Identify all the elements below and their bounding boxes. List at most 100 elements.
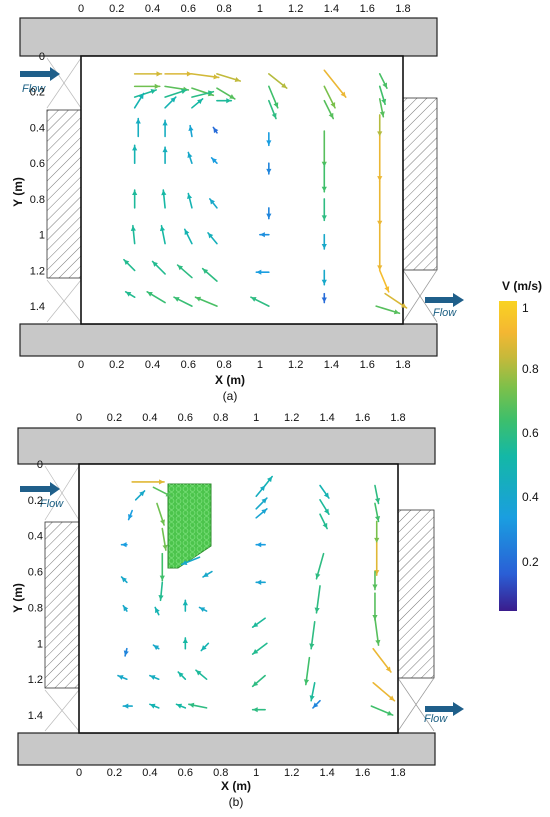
velocity-vector: [159, 552, 165, 582]
velocity-vector: [319, 484, 330, 499]
velocity-vector: [132, 144, 138, 164]
velocity-vector: [216, 87, 236, 100]
velocity-vector: [375, 305, 401, 315]
velocity-vector: [378, 269, 390, 293]
velocity-vector: [149, 703, 160, 709]
x-tick-label: 0.6: [181, 359, 196, 371]
x-tick-label: 0.2: [107, 767, 122, 779]
y-tick-label: 1.4: [30, 301, 45, 313]
velocity-vector: [378, 73, 388, 89]
panel-b: Flow Flow 0 0 0.2 0.2 0.4 0.4 0.6 0.6 0.8 0.8 1 1 1.…: [11, 412, 464, 809]
colorbar-title: V (m/s): [502, 279, 542, 293]
velocity-vector: [268, 85, 279, 109]
velocity-vector: [164, 89, 188, 98]
velocity-vector: [370, 705, 394, 716]
velocity-vector: [134, 490, 146, 501]
x-tick-label: 0.4: [142, 767, 157, 779]
velocity-vector: [123, 258, 136, 272]
velocity-vector: [194, 296, 218, 307]
x-tick-label: 0: [76, 767, 82, 779]
velocity-vector: [133, 89, 157, 98]
velocity-vector: [123, 647, 129, 657]
tank-domain: [80, 55, 404, 325]
y-tick-label: 0.8: [30, 194, 45, 206]
velocity-vector: [158, 581, 164, 602]
velocity-vector: [130, 224, 136, 245]
x-tick-label: 0: [78, 3, 84, 15]
velocity-vector: [378, 85, 387, 106]
y-tick-label: 1: [39, 230, 45, 242]
velocity-vector: [131, 479, 165, 485]
velocity-vector: [312, 699, 321, 709]
velocity-vector: [323, 69, 347, 98]
velocity-vector: [266, 132, 272, 147]
x-tick-label: 0.4: [145, 359, 160, 371]
x-tick-label: 1.8: [390, 767, 405, 779]
x-tick-label: 0.8: [213, 412, 228, 424]
y-tick-label: 0.2: [30, 87, 45, 99]
velocity-vector: [251, 617, 266, 628]
y-axis-label: Y (m): [11, 177, 25, 207]
velocity-vector: [173, 296, 193, 307]
velocity-vector: [188, 702, 208, 709]
x-tick-label: 1.2: [284, 412, 299, 424]
y-tick-label: 1.2: [30, 265, 45, 277]
velocity-vector: [159, 224, 166, 245]
velocity-vector: [255, 508, 268, 519]
y-tick-label: 0.8: [28, 602, 43, 614]
velocity-vector: [182, 599, 188, 612]
inlet-label: Flow: [22, 83, 46, 95]
y-tick-label: 0: [39, 51, 45, 63]
tank-domain: [78, 463, 399, 734]
porous-insert: [167, 483, 212, 569]
velocity-vector: [152, 486, 172, 498]
velocity-vector: [162, 146, 168, 164]
x-tick-label: 1.4: [324, 3, 339, 15]
velocity-vector: [180, 556, 201, 566]
velocity-vector: [377, 224, 383, 272]
x-tick-label: 0.2: [107, 412, 122, 424]
outlet-opening: [397, 677, 435, 732]
velocity-vector: [161, 189, 167, 209]
x-tick-label: 1.4: [324, 359, 339, 371]
velocity-vector: [200, 642, 210, 652]
x-tick-label: 0: [78, 359, 84, 371]
velocity-vector: [177, 671, 187, 681]
velocity-vector: [251, 642, 268, 655]
velocity-vector: [151, 260, 166, 275]
x-tick-label: 0.6: [181, 3, 196, 15]
x-axis-label: X (m): [215, 373, 245, 387]
y-tick-label: 1.2: [28, 674, 43, 686]
velocity-vector: [202, 570, 213, 578]
x-tick-label: 0.8: [216, 359, 231, 371]
velocity-vector: [210, 157, 218, 164]
velocity-vector: [149, 674, 160, 681]
x-tick-label: 1: [257, 3, 263, 15]
velocity-vector: [255, 542, 266, 548]
inlet-arrow: [20, 482, 60, 496]
outlet-arrow: [425, 702, 464, 716]
velocity-vector: [212, 126, 219, 134]
y-axis-label: Y (m): [11, 583, 25, 613]
x-tick-label: 1: [253, 767, 259, 779]
x-tick-label: 1.8: [390, 412, 405, 424]
velocity-vector: [377, 135, 383, 182]
y-tick-label: 1.4: [28, 710, 43, 722]
x-tick-label: 0.2: [109, 3, 124, 15]
bottom-wall: [17, 732, 436, 766]
x-tick-label: 1.6: [355, 767, 370, 779]
x-tick-label: 0.2: [109, 359, 124, 371]
top-wall: [19, 17, 438, 57]
velocity-vector: [133, 83, 161, 89]
panel-caption: (a): [223, 389, 238, 403]
velocity-vector: [188, 124, 194, 138]
velocity-vector: [133, 71, 163, 77]
x-tick-label: 0.4: [142, 412, 157, 424]
velocity-vector: [161, 527, 168, 551]
velocity-vector: [154, 606, 160, 616]
velocity-vector: [321, 269, 327, 286]
velocity-vector: [156, 502, 165, 526]
y-tick-label: 0: [37, 459, 43, 471]
x-tick-label: 0.4: [145, 3, 160, 15]
